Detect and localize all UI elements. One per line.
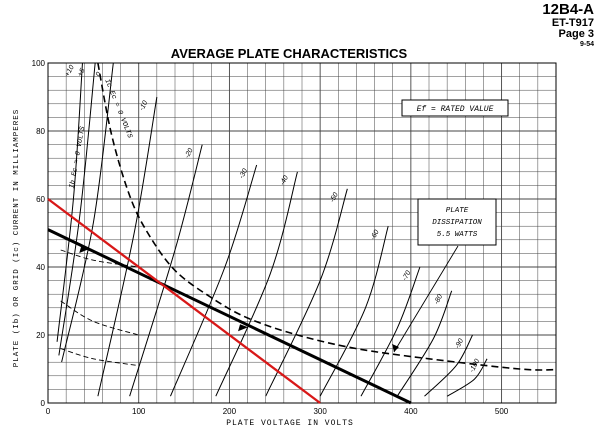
- y-tick-label: 20: [36, 331, 45, 340]
- ec-zero-ib-label: Ib Ec = 0 VOLTS: [68, 125, 87, 189]
- ef-annotation: Ef = RATED VALUE: [417, 105, 494, 114]
- curves: +10 +5 0 -10 -20 -30 -40 -50 -60 -70 -80 -90 -100: [47, 62, 557, 405]
- tube-type: 12B4-A: [542, 1, 594, 18]
- grid-voltage-label: -50: [329, 191, 340, 203]
- grid-voltage-curve: [446, 358, 488, 397]
- grid: [47, 62, 557, 404]
- ef-box: [401, 99, 509, 117]
- load-line-red: [47, 198, 321, 404]
- grid-voltage-label: +5: [77, 68, 87, 78]
- grid-voltage-label: +10: [64, 64, 76, 78]
- y-tick-label: 100: [32, 59, 46, 68]
- y-tick-label: 40: [36, 263, 45, 272]
- grid-current-curve: [60, 300, 139, 336]
- grid-voltage-curve: [56, 62, 83, 342]
- grid-voltage-curve: [58, 62, 96, 356]
- x-tick-labels: 0 100 200 300 400 500: [46, 407, 509, 416]
- grid-voltage-label: -20: [184, 147, 195, 159]
- y-tick-labels: 0 20 40 60 80 100: [32, 59, 46, 408]
- plate-dissipation-label: PLATE: [446, 207, 469, 215]
- datasheet-header: 12B4-A ET-T917 Page 3 9-54: [542, 2, 594, 48]
- grid-voltage-curve: [215, 171, 298, 397]
- x-tick-label: 300: [313, 407, 327, 416]
- load-line-black: [47, 228, 412, 405]
- dissipation-arrowhead: [392, 344, 399, 352]
- x-tick-label: 200: [223, 407, 237, 416]
- grid-voltage-curve: [129, 144, 203, 397]
- x-tick-label: 0: [46, 407, 51, 416]
- grid-voltage-curve: [396, 290, 453, 397]
- grid-voltage-label: -10: [138, 100, 149, 112]
- grid-voltage-label: -80: [433, 293, 444, 305]
- dissipation-arrow-line: [393, 245, 459, 353]
- grid-voltage-curve: [360, 266, 421, 397]
- plate-dissipation-label: DISSIPATION: [432, 219, 482, 227]
- plot-border: [47, 62, 557, 404]
- x-tick-label: 500: [495, 407, 509, 416]
- chart-title: AVERAGE PLATE CHARACTERISTICS: [171, 46, 408, 61]
- grid-voltage-curve: [424, 334, 473, 397]
- datasheet-date: 9-54: [579, 40, 594, 48]
- operating-point-marker: [238, 324, 249, 332]
- datasheet-code: ET-T917: [551, 16, 594, 29]
- y-axis-label: PLATE (Ib) OR GRID (Ic) CURRENT IN MILLI…: [13, 109, 21, 368]
- grid-voltage-curve: [319, 226, 389, 397]
- y-tick-label: 60: [36, 195, 45, 204]
- operating-point-marker: [79, 246, 90, 253]
- grid-voltage-curve: [265, 188, 348, 397]
- overlays: Ef = RATED VALUE PLATE DISSIPATION 5.5 WATT…: [68, 78, 509, 353]
- grid-voltage-label: -90: [454, 338, 465, 350]
- grid-current-curve: [60, 249, 139, 268]
- y-tick-label: 0: [41, 399, 46, 408]
- grid-voltage-label: -30: [238, 168, 249, 180]
- grid-voltage-curve: [97, 96, 158, 397]
- x-tick-label: 400: [404, 407, 418, 416]
- x-axis-label: PLATE VOLTAGE IN VOLTS: [226, 419, 354, 428]
- y-tick-label: 80: [36, 127, 45, 136]
- grid-current-curve: [60, 348, 139, 367]
- grid-voltage-label: -100: [469, 358, 482, 374]
- grid-voltage-curve: [170, 164, 258, 397]
- plate-dissipation-label: 5.5 WATTS: [437, 231, 478, 239]
- grid-voltage-label: -40: [279, 174, 290, 186]
- grid-voltage-label: -70: [402, 270, 413, 282]
- grid-voltage-label: 0: [95, 71, 103, 78]
- page-number: Page 3: [558, 28, 594, 41]
- grid-voltage-label: -60: [370, 229, 381, 241]
- plate-dissipation-box: [417, 198, 497, 246]
- grid-voltage-curve: [61, 62, 114, 363]
- x-tick-label: 100: [132, 407, 146, 416]
